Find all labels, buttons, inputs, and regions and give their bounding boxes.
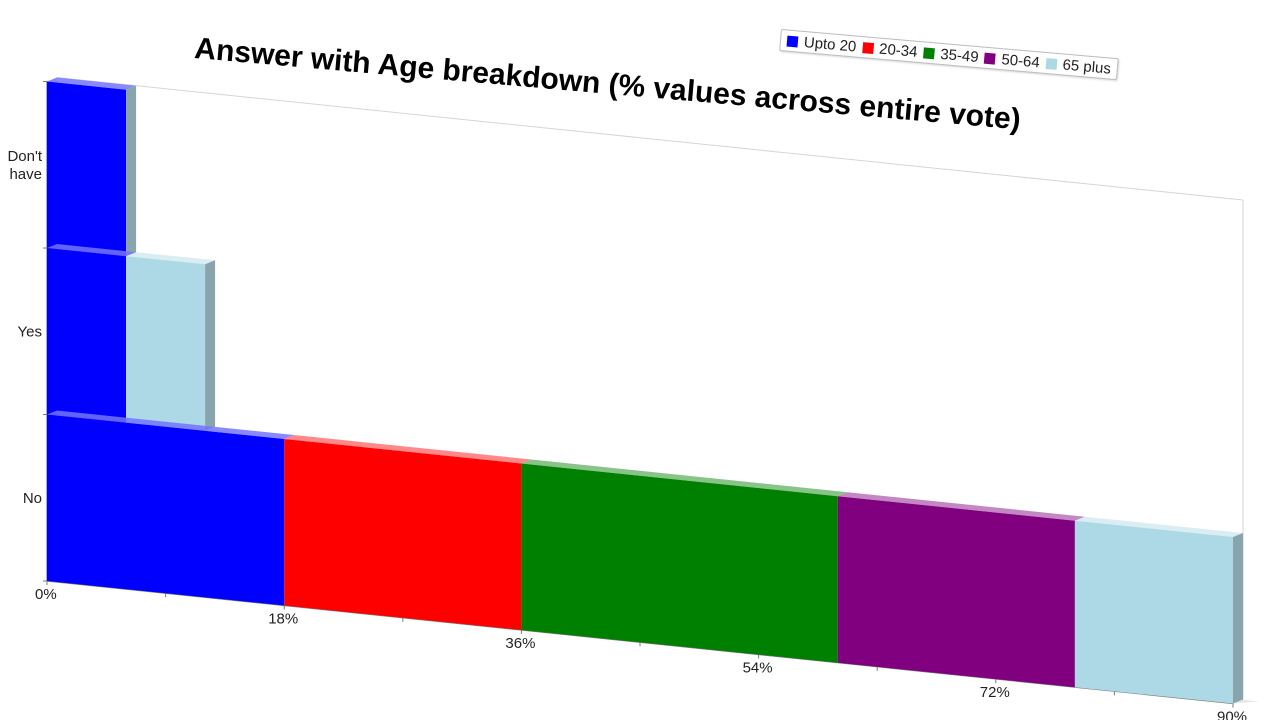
legend-swatch [861,41,874,54]
bar-yes-upto-20 [47,248,127,423]
plot-top-edge [56,77,1244,201]
legend-label: 35-49 [939,45,980,66]
legend-item: 50-64 [984,49,1041,71]
y-tick-label: Yes [18,323,42,340]
legend-label: 20-34 [878,40,919,61]
legend-swatch [922,46,935,59]
x-tick-label: 72% [980,684,1010,701]
legend-label: 65 plus [1061,55,1112,78]
bar-no-20-34 [284,439,522,630]
y-tick-label: Don't have [7,148,42,183]
x-tick-label: 90% [1217,709,1247,720]
bar-no-upto-20 [47,414,285,606]
bar-yes-65-plus [126,256,206,431]
bar-top-65-plus [1074,516,1243,537]
bars [47,77,1243,704]
bar-top-upto-20 [47,77,137,90]
y-tick-label: No [23,490,42,507]
bar-don-t-have-upto-20 [47,81,127,257]
x-tick-label: 18% [268,611,298,628]
bar-top-upto-20 [47,410,295,439]
bar-side-yes [205,260,216,431]
x-tick-label: 36% [505,635,535,652]
bar-no-35-49 [521,463,838,663]
bar-no-65-plus [1074,520,1233,704]
bar-top-20-34 [284,435,532,464]
x-tick-label: 0% [35,586,57,603]
bar-no-50-64 [837,496,1075,688]
legend-item: 20-34 [861,39,919,61]
bar-side-no [1233,533,1243,704]
bar-top-upto-20 [47,244,137,257]
legend-swatch [1045,57,1058,70]
tick-labels: 0% 18% 36% 54% 72% 90% Don't have Yes No [7,148,1247,725]
bar-top-35-49 [521,459,848,497]
legend-label: Upto 20 [803,33,858,56]
legend-item: Upto 20 [786,32,857,55]
bar-top-50-64 [837,492,1085,521]
x-tick-label: 54% [743,660,773,677]
bar-top-65-plus [126,252,216,265]
bar-side-don-t-have [126,85,137,257]
legend-swatch [984,52,997,65]
legend-swatch [786,35,799,47]
legend-item: 65 plus [1045,55,1112,78]
legend-label: 50-64 [1000,50,1041,71]
legend-item: 35-49 [922,44,980,66]
